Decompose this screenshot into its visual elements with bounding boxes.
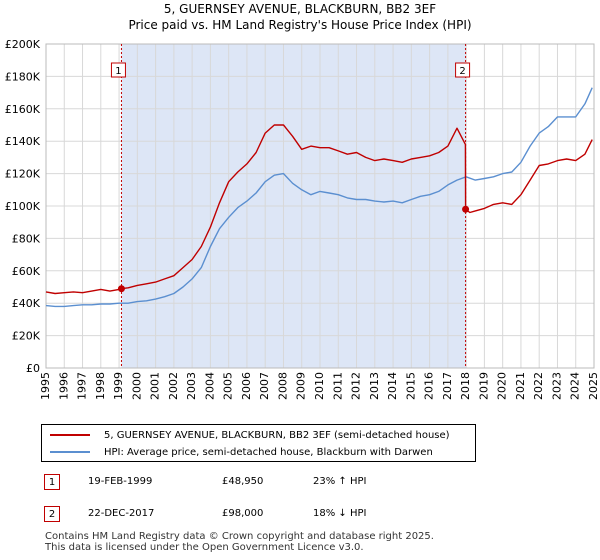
y-tick-label: £200K — [5, 38, 41, 51]
x-tick-label: 2020 — [496, 372, 509, 400]
chart-legend: 5, GUERNSEY AVENUE, BLACKBURN, BB2 3EF (… — [41, 424, 476, 462]
x-tick-label: 2010 — [313, 372, 326, 400]
x-tick-label: 1997 — [76, 372, 89, 400]
chart-subtitle: Price paid vs. HM Land Registry's House … — [128, 18, 472, 32]
legend-item-property: 5, GUERNSEY AVENUE, BLACKBURN, BB2 3EF (… — [50, 428, 450, 442]
y-tick-label: £120K — [5, 168, 41, 181]
x-tick-label: 2001 — [149, 372, 162, 400]
x-tick-label: 2017 — [441, 372, 454, 400]
x-tick-label: 2003 — [185, 372, 198, 400]
marker-label: 2 — [459, 66, 465, 77]
transaction-price: £98,000 — [222, 508, 264, 519]
x-tick-label: 2012 — [350, 372, 363, 400]
x-tick-label: 2011 — [331, 372, 344, 400]
y-tick-label: £80K — [12, 232, 41, 245]
y-tick-label: £160K — [5, 103, 41, 116]
x-tick-label: 2002 — [167, 372, 180, 400]
price-chart: £0 £20K £40K £60K £80K £100K £120K £140K £160K £1… — [5, 38, 600, 400]
x-tick-label: 2014 — [386, 372, 399, 400]
transaction-date: 22-DEC-2017 — [88, 508, 155, 519]
legend-property-label: 5, GUERNSEY AVENUE, BLACKBURN, BB2 3EF (… — [104, 429, 450, 441]
y-tick-label: £180K — [5, 70, 41, 83]
x-tick-label: 2000 — [130, 372, 143, 400]
footer: Contains HM Land Registry data © Crown c… — [45, 531, 434, 553]
transaction-price: £48,950 — [222, 476, 264, 487]
transaction-hpi-change: 18% ↓ HPI — [313, 508, 367, 519]
plot-area-border — [45, 43, 595, 369]
property-price-line — [45, 124, 593, 295]
hpi-line — [45, 87, 593, 308]
x-tick-label: 1999 — [112, 372, 125, 400]
y-tick-label: £60K — [12, 265, 41, 278]
y-tick-label: £20K — [12, 330, 41, 343]
x-tick-label: 2004 — [203, 372, 216, 400]
sale-point — [462, 205, 470, 213]
marker-label-box — [110, 62, 126, 78]
x-tick-label: 2022 — [532, 372, 545, 400]
y-tick-label: £40K — [12, 297, 41, 310]
x-tick-label: 2016 — [423, 372, 436, 400]
x-tick-label: 1998 — [94, 372, 107, 400]
y-tick-label: £140K — [5, 135, 41, 148]
footer-licence: This data is licensed under the Open Gov… — [45, 542, 364, 553]
x-tick-label: 2009 — [295, 372, 308, 400]
transaction-hpi-change: 23% ↑ HPI — [313, 476, 367, 487]
x-tick-label: 2018 — [459, 372, 472, 400]
transaction-marker-2: 2 — [44, 506, 60, 522]
footer-copyright: Contains HM Land Registry data © Crown c… — [45, 531, 434, 542]
x-tick-label: 2013 — [368, 372, 381, 400]
x-tick-label: 2024 — [569, 372, 582, 400]
transaction-marker-1: 1 — [44, 474, 60, 490]
y-tick-label: £0 — [26, 362, 40, 375]
x-tick-label: 2021 — [514, 372, 527, 400]
chart-title: 5, GUERNSEY AVENUE, BLACKBURN, BB2 3EF — [163, 2, 437, 16]
x-tick-label: 2006 — [240, 372, 253, 400]
legend-item-hpi: HPI: Average price, semi-detached house,… — [50, 445, 433, 459]
y-tick-label: £100K — [5, 200, 41, 213]
x-tick-label: 2008 — [276, 372, 289, 400]
x-tick-label: 2005 — [222, 372, 235, 400]
x-tick-label: 2023 — [550, 372, 563, 400]
x-tick-label: 2007 — [258, 372, 271, 400]
marker-label: 1 — [115, 66, 121, 77]
marker-label-box — [455, 62, 471, 78]
transaction-date: 19-FEB-1999 — [88, 476, 153, 487]
x-tick-label: 2025 — [587, 372, 600, 400]
property-line-swatch — [50, 434, 90, 436]
sale-point — [117, 285, 125, 293]
x-tick-label: 1996 — [57, 372, 70, 400]
legend-hpi-label: HPI: Average price, semi-detached house,… — [104, 446, 433, 458]
hpi-line-swatch — [50, 451, 90, 453]
x-tick-label: 2019 — [477, 372, 490, 400]
x-tick-label: 1995 — [39, 372, 52, 400]
x-tick-label: 2015 — [404, 372, 417, 400]
